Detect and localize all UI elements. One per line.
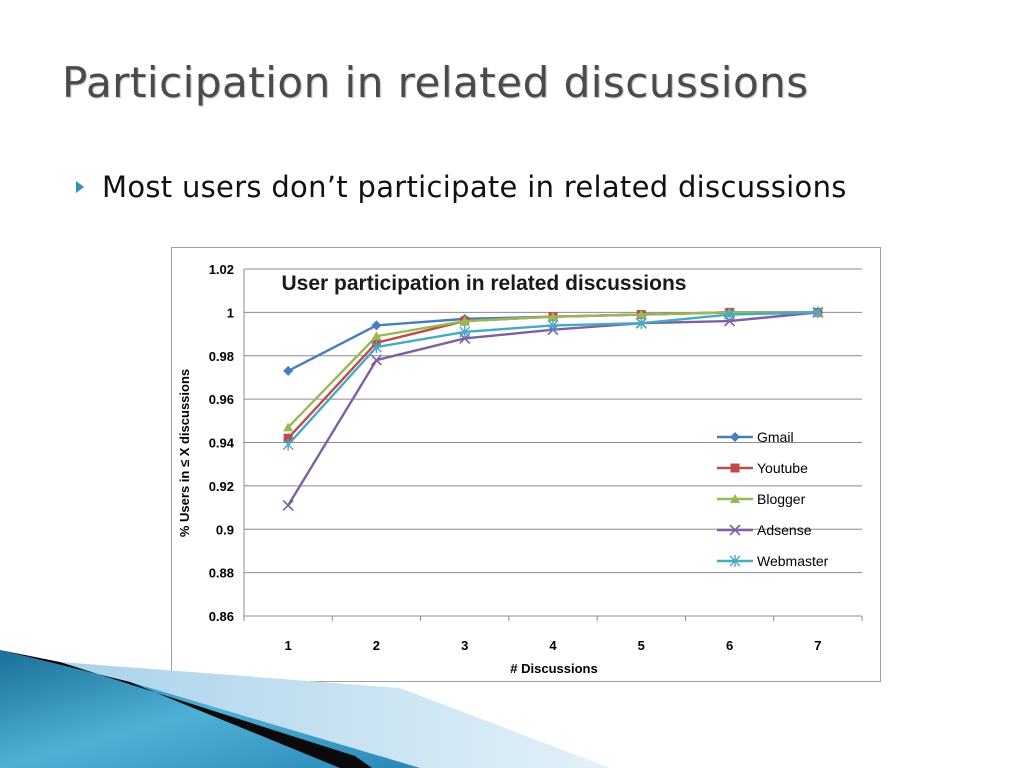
data-point: [283, 365, 294, 376]
y-tick-label: 1.02: [209, 262, 234, 277]
chart-series: [282, 306, 824, 511]
x-tick-label: 7: [814, 638, 821, 653]
data-point: [730, 432, 740, 442]
legend-label: Youtube: [757, 460, 808, 476]
decor-light-band: [60, 662, 610, 768]
legend-item: Gmail: [717, 429, 794, 445]
bullet-text: Most users don’t participate in related …: [102, 170, 847, 204]
data-point: [636, 309, 647, 319]
legend-label: Webmaster: [757, 553, 829, 569]
y-tick-label: 0.86: [209, 609, 234, 624]
series-webmaster: [282, 306, 824, 451]
x-tick-label: 3: [461, 638, 468, 653]
y-tick-label: 0.88: [209, 566, 234, 581]
data-point: [548, 311, 558, 321]
data-point: [370, 354, 382, 366]
series-adsense: [282, 306, 824, 511]
y-tick-label: 0.92: [209, 479, 234, 494]
legend-item: Adsense: [717, 522, 812, 538]
data-point-stroke: [370, 354, 382, 366]
bullet-arrow-icon: [76, 181, 84, 193]
legend-label: Adsense: [757, 522, 812, 538]
series-line: [287, 311, 818, 507]
x-tick-label: 2: [373, 638, 380, 653]
data-point: [724, 308, 736, 321]
x-axis-label: # Discussions: [510, 661, 597, 676]
decor-black-band: [0, 650, 372, 768]
data-point: [371, 331, 382, 341]
data-point: [730, 463, 740, 473]
chart-frame: 0.86 0.88 0.9 0.92 0.94 0.96 0.98 1 1.02 1 2 3 4 5 6 7 …: [171, 247, 881, 682]
x-tick-label: 5: [638, 638, 645, 653]
chart-gridlines: [244, 268, 862, 617]
legend-label: Gmail: [757, 429, 794, 445]
data-point-stroke: [282, 499, 294, 511]
data-point: [370, 341, 382, 354]
chart-axes: 0.86 0.88 0.9 0.92 0.94 0.96 0.98 1 1.02 1 2 3 4 5 6 7: [209, 262, 863, 653]
data-point: [459, 316, 470, 326]
data-point-stroke: [729, 524, 741, 536]
data-point: [371, 320, 382, 331]
data-point: [812, 306, 824, 319]
data-point: [283, 422, 294, 432]
x-tick-label: 6: [726, 638, 733, 653]
data-point: [730, 494, 740, 503]
data-point: [459, 325, 471, 338]
y-axis-label: % Users in ≤ X discussions: [177, 369, 192, 537]
data-point: [547, 319, 559, 332]
y-tick-label: 1: [227, 305, 234, 320]
legend-label: Blogger: [757, 491, 806, 507]
decor-blue-band: [0, 650, 420, 768]
legend-item: Blogger: [717, 491, 806, 507]
bullet-item: Most users don’t participate in related …: [76, 170, 847, 204]
data-point: [729, 555, 741, 567]
slide-decoration: [0, 650, 610, 768]
chart-legend: Gmail Youtube Blogger Adsense Webmaster: [717, 429, 829, 569]
data-point: [729, 524, 741, 536]
x-tick-label: 4: [549, 638, 557, 653]
series-line: [287, 311, 818, 446]
y-tick-label: 0.94: [209, 436, 235, 451]
y-tick-label: 0.9: [216, 522, 234, 537]
data-point: [282, 438, 294, 451]
chart-title: User participation in related discussion…: [282, 272, 687, 295]
y-tick-label: 0.98: [209, 349, 234, 364]
data-point: [282, 499, 294, 511]
y-tick-label: 0.96: [209, 392, 234, 407]
legend-item: Webmaster: [717, 553, 829, 569]
data-point: [283, 433, 293, 443]
legend-item: Youtube: [717, 460, 808, 476]
x-tick-label: 1: [285, 638, 292, 653]
page-title: Participation in related discussions: [62, 58, 809, 107]
data-point: [635, 317, 647, 330]
